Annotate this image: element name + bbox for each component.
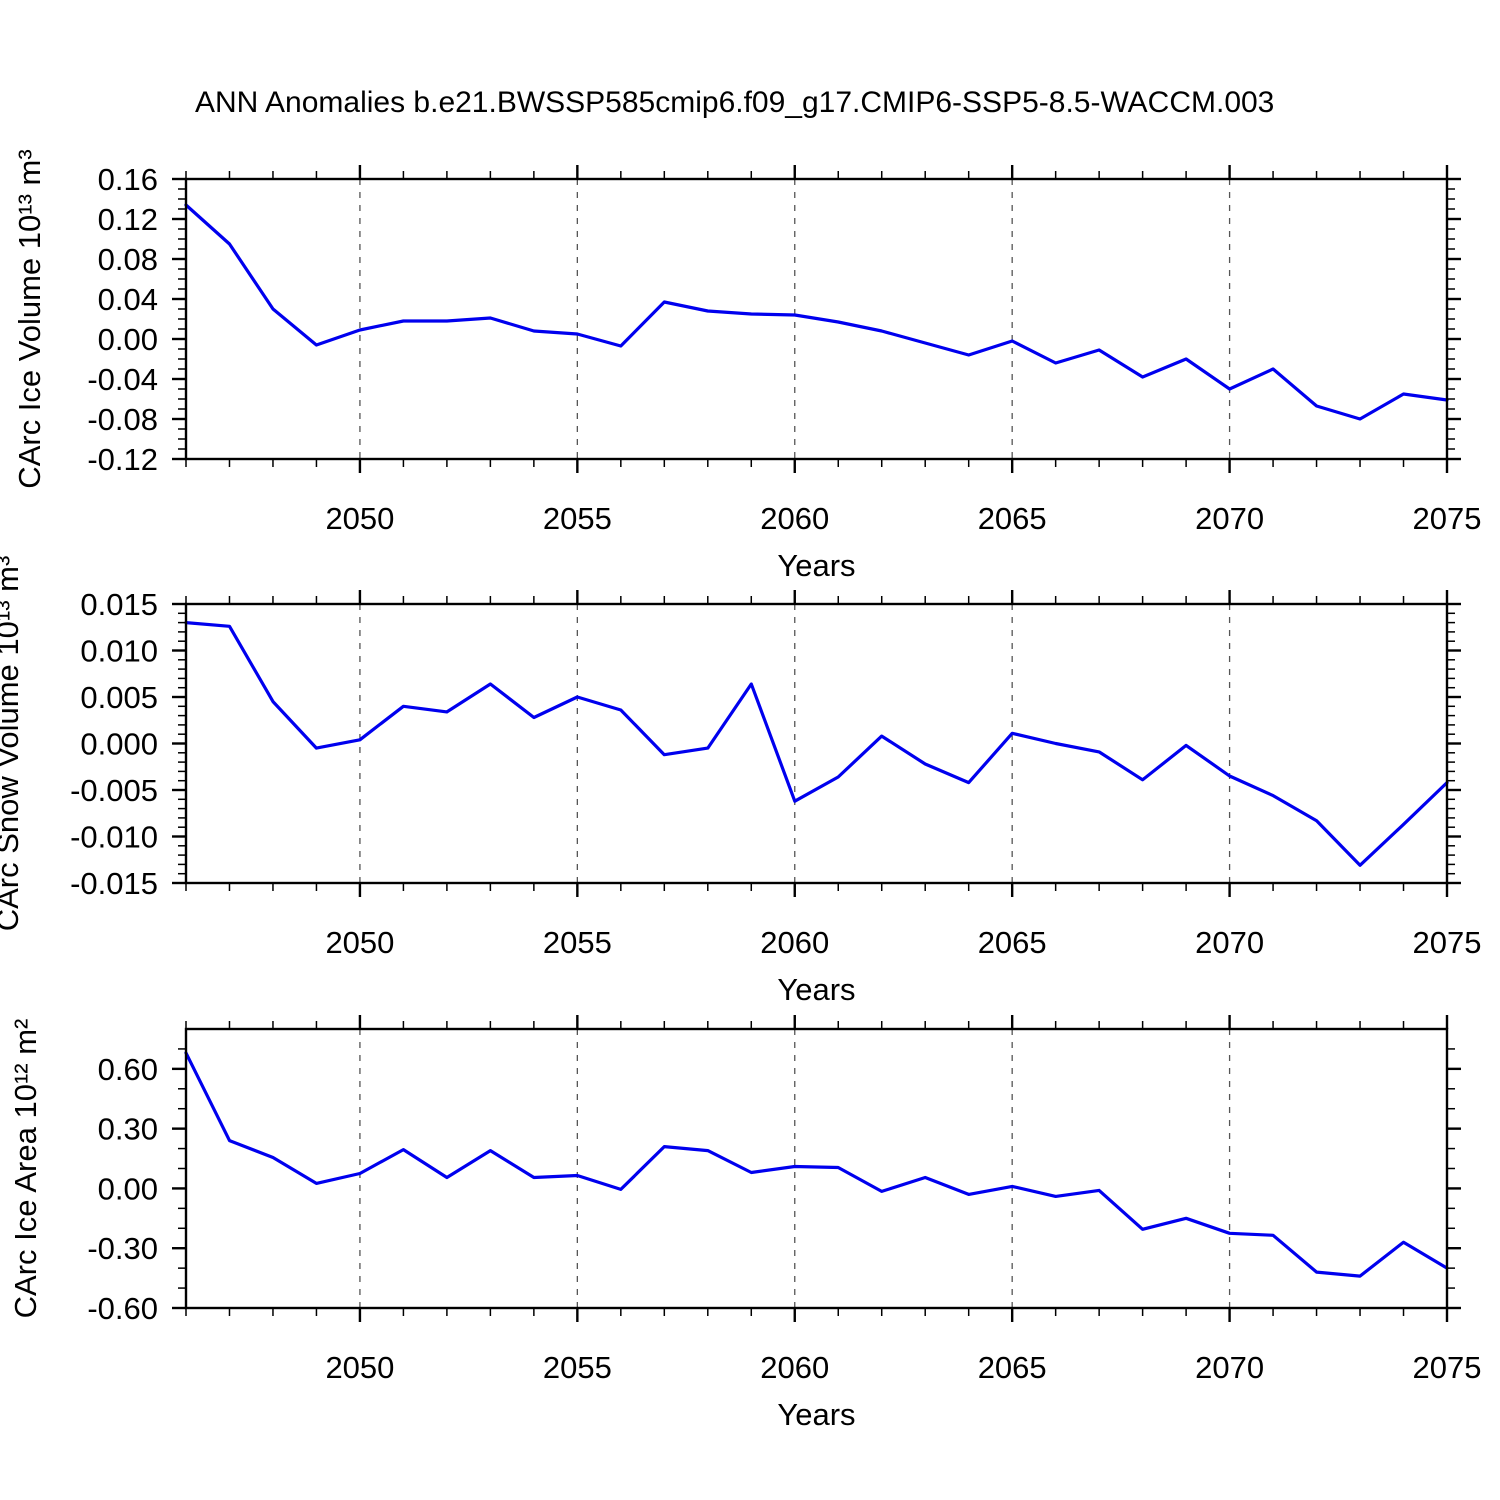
- y-tick-label: -0.12: [87, 442, 158, 477]
- y-tick-label: 0.16: [98, 162, 158, 197]
- plot-frame: [184, 602, 1449, 885]
- y-tick-label: 0.000: [80, 727, 158, 762]
- y-tick-label: -0.005: [70, 773, 158, 808]
- x-tick-label: 2060: [760, 925, 829, 960]
- x-tick-label: 2050: [325, 1350, 394, 1385]
- x-tick-label: 2065: [978, 1350, 1047, 1385]
- x-tick-label: 2060: [760, 501, 829, 536]
- x-tick-label: 2075: [1413, 925, 1482, 960]
- panel-ice-volume: 2050 2055 2060 2065 2070 2075 0.16 0.12 0.08 0.04…: [12, 149, 1481, 583]
- x-tick-label: 2050: [325, 925, 394, 960]
- y-tick-label: -0.60: [87, 1291, 158, 1326]
- x-tick-label: 2055: [543, 1350, 612, 1385]
- y-axis-title: CArc Ice Area 10¹² m²: [8, 1019, 43, 1319]
- x-tick-label: 2075: [1413, 1350, 1482, 1385]
- y-tick-label: 0.015: [80, 587, 158, 622]
- y-tick-label: -0.015: [70, 866, 158, 901]
- figure-title: ANN Anomalies b.e21.BWSSP585cmip6.f09_g1…: [195, 86, 1275, 119]
- y-tick-label: 0.005: [80, 680, 158, 715]
- y-tick-label: -0.08: [87, 402, 158, 437]
- x-tick-label: 2065: [978, 501, 1047, 536]
- y-tick-label: 0.12: [98, 202, 158, 237]
- y-axis-title: CArc Ice Volume 10¹³ m³: [12, 149, 47, 488]
- x-tick-label: 2055: [543, 501, 612, 536]
- x-tick-label: 2050: [325, 501, 394, 536]
- y-tick-label: -0.04: [87, 362, 158, 397]
- data-line-ice-area: [184, 1051, 1449, 1278]
- x-tick-label: 2070: [1195, 1350, 1264, 1385]
- data-line-ice-volume: [184, 203, 1449, 421]
- x-tick-label: 2055: [543, 925, 612, 960]
- x-axis-title: Years: [777, 548, 855, 583]
- y-tick-label: 0.00: [98, 322, 158, 357]
- x-tick-label: 2060: [760, 1350, 829, 1385]
- panel-ice-area: 2050 2055 2060 2065 2070 2075 0.60 0.30 0.00 -0.3…: [8, 1015, 1481, 1432]
- y-tick-label: 0.30: [98, 1112, 158, 1147]
- y-tick-label: 0.08: [98, 242, 158, 277]
- x-axis-title: Years: [777, 1397, 855, 1432]
- y-tick-label: -0.30: [87, 1231, 158, 1266]
- panel-snow-volume: 2050 2055 2060 2065 2070 2075 0.015 0.010 0.005 0…: [0, 556, 1481, 1007]
- y-tick-label: 0.60: [98, 1052, 158, 1087]
- y-tick-label: 0.04: [98, 282, 158, 317]
- y-tick-label: 0.010: [80, 634, 158, 669]
- data-line-snow-volume: [184, 620, 1449, 867]
- x-tick-label: 2070: [1195, 925, 1264, 960]
- x-tick-label: 2065: [978, 925, 1047, 960]
- y-tick-label: 0.00: [98, 1171, 158, 1206]
- x-tick-label: 2070: [1195, 501, 1264, 536]
- y-axis-title: CArc Snow Volume 10¹³ m³: [0, 556, 25, 932]
- y-tick-label: -0.010: [70, 820, 158, 855]
- x-tick-label: 2075: [1413, 501, 1482, 536]
- x-axis-title: Years: [777, 972, 855, 1007]
